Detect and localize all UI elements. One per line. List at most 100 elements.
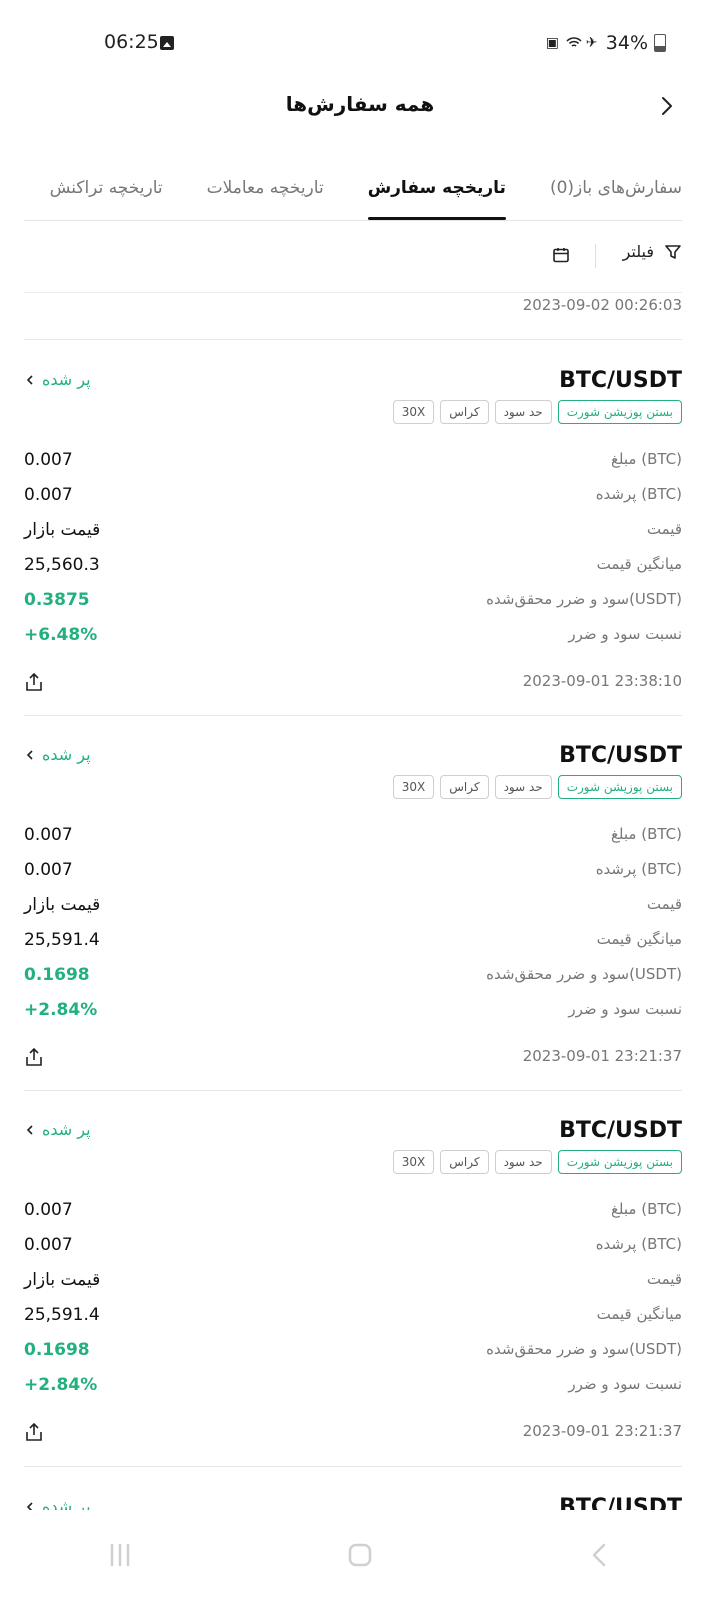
status-bar: 06:25 ▣ ✈ 34% bbox=[0, 0, 720, 86]
home-icon[interactable] bbox=[340, 1535, 380, 1575]
order-status-link[interactable]: پر شده bbox=[24, 1120, 91, 1139]
detail-row: میانگین قیمت 25,591.4 bbox=[24, 930, 682, 960]
detail-row: پرشده (BTC) 0.007 bbox=[24, 485, 682, 515]
page-title: همه سفارش‌ها bbox=[285, 92, 435, 116]
detail-value: 0.007 bbox=[24, 1235, 73, 1255]
detail-value: قیمت بازار bbox=[24, 895, 101, 915]
status-time: 06:25 bbox=[104, 31, 159, 53]
previous-order-time: 2023-09-02 00:26:03 bbox=[522, 296, 682, 314]
order-status: پر شده bbox=[42, 370, 91, 389]
detail-label: مبلغ (BTC) bbox=[610, 450, 682, 468]
detail-row: قیمت قیمت بازار bbox=[24, 895, 682, 925]
detail-label: نسبت سود و ضرر bbox=[568, 1375, 682, 1393]
recent-apps-icon[interactable] bbox=[100, 1535, 140, 1575]
order-time: 2023-09-01 23:21:37 bbox=[522, 1047, 682, 1065]
order-pair: BTC/USDT bbox=[559, 368, 682, 393]
detail-value: 25,560.3 bbox=[24, 555, 100, 575]
detail-row: مبلغ (BTC) 0.007 bbox=[24, 450, 682, 480]
detail-row: پرشده (BTC) 0.007 bbox=[24, 1235, 682, 1265]
order-time: 2023-09-01 23:21:37 bbox=[522, 1422, 682, 1440]
detail-value: قیمت بازار bbox=[24, 520, 101, 540]
badge-close-short: بستن پوزیشن شورت bbox=[557, 400, 682, 424]
filter-button[interactable]: فیلتر bbox=[623, 242, 682, 261]
detail-value: 0.007 bbox=[24, 485, 73, 505]
back-nav-icon[interactable] bbox=[580, 1535, 620, 1575]
order-badges: بستن پوزیشن شورت حد سود کراس 30X bbox=[392, 1150, 682, 1174]
badge-cross: کراس bbox=[440, 775, 489, 799]
detail-value: 25,591.4 bbox=[24, 1305, 100, 1325]
filter-divider bbox=[595, 244, 596, 268]
detail-label: مبلغ (BTC) bbox=[610, 825, 682, 843]
detail-value: 25,591.4 bbox=[24, 930, 100, 950]
badge-close-short: بستن پوزیشن شورت bbox=[557, 775, 682, 799]
order-tabs: سفارش‌های باز(0) تاریخچه سفارش تاریخچه م… bbox=[24, 162, 682, 220]
chevron-left-icon bbox=[26, 1501, 33, 1512]
list-separator bbox=[24, 715, 682, 716]
order-status: پر شده bbox=[42, 1120, 91, 1139]
share-icon[interactable] bbox=[24, 672, 44, 692]
detail-row: نسبت سود و ضرر +6.48% bbox=[24, 625, 682, 655]
detail-row: میانگین قیمت 25,591.4 bbox=[24, 1305, 682, 1335]
filter-divider-line bbox=[24, 292, 682, 293]
detail-label: قیمت bbox=[646, 895, 682, 913]
detail-value-pnl: 0.3875 bbox=[24, 590, 90, 610]
detail-label: میانگین قیمت bbox=[596, 1305, 682, 1323]
detail-value-pnl: 0.1698 bbox=[24, 965, 90, 985]
list-separator bbox=[24, 1466, 682, 1467]
detail-row: قیمت قیمت بازار bbox=[24, 520, 682, 550]
badge-leverage: 30X bbox=[392, 775, 435, 799]
detail-row: سود و ضرر محقق‌شده(USDT) 0.1698 bbox=[24, 1340, 682, 1370]
detail-row: میانگین قیمت 25,560.3 bbox=[24, 555, 682, 585]
calendar-icon[interactable] bbox=[552, 246, 570, 264]
tab-open-orders[interactable]: سفارش‌های باز(0) bbox=[549, 178, 682, 198]
detail-label: نسبت سود و ضرر bbox=[568, 625, 682, 643]
chevron-left-icon bbox=[26, 1124, 33, 1135]
status-right: ▣ ✈ 34% bbox=[546, 32, 666, 54]
order-pair: BTC/USDT bbox=[559, 1118, 682, 1143]
gallery-notification-icon bbox=[160, 36, 174, 50]
badge-leverage: 30X bbox=[392, 400, 435, 424]
share-icon[interactable] bbox=[24, 1422, 44, 1442]
order-badges: بستن پوزیشن شورت حد سود کراس 30X bbox=[392, 775, 682, 799]
chevron-right-icon[interactable] bbox=[654, 94, 678, 118]
detail-value-pnl-ratio: +2.84% bbox=[24, 1000, 98, 1020]
detail-label: پرشده (BTC) bbox=[595, 485, 682, 503]
order-status: پر شده bbox=[42, 745, 91, 764]
detail-value-pnl: 0.1698 bbox=[24, 1340, 90, 1360]
badge-cross: کراس bbox=[440, 400, 489, 424]
tab-trade-history[interactable]: تاریخچه معاملات bbox=[206, 178, 324, 198]
badge-cross: کراس bbox=[440, 1150, 489, 1174]
filter-label: فیلتر bbox=[622, 242, 654, 261]
detail-row: پرشده (BTC) 0.007 bbox=[24, 860, 682, 890]
order-status-link[interactable]: پر شده bbox=[24, 370, 91, 389]
order-status-link[interactable]: پر شده bbox=[24, 745, 91, 764]
detail-value: 0.007 bbox=[24, 450, 73, 470]
detail-row: مبلغ (BTC) 0.007 bbox=[24, 825, 682, 855]
detail-row: سود و ضرر محقق‌شده(USDT) 0.1698 bbox=[24, 965, 682, 995]
detail-row: قیمت قیمت بازار bbox=[24, 1270, 682, 1300]
tab-transaction-history[interactable]: تاریخچه تراکنش bbox=[49, 178, 163, 198]
detail-label: قیمت bbox=[646, 1270, 682, 1288]
chevron-left-icon bbox=[26, 374, 33, 385]
order-badges: بستن پوزیشن شورت حد سود کراس 30X bbox=[392, 400, 682, 424]
list-separator bbox=[24, 339, 682, 340]
share-icon[interactable] bbox=[24, 1047, 44, 1067]
detail-label: قیمت bbox=[646, 520, 682, 538]
tab-order-history[interactable]: تاریخچه سفارش bbox=[367, 162, 507, 220]
badge-take-profit: حد سود bbox=[494, 1150, 552, 1174]
badge-take-profit: حد سود bbox=[494, 775, 552, 799]
detail-value: 0.007 bbox=[24, 860, 73, 880]
battery-percentage: 34% bbox=[605, 32, 648, 54]
filter-bar: فیلتر bbox=[24, 232, 682, 278]
detail-row: نسبت سود و ضرر +2.84% bbox=[24, 1375, 682, 1405]
detail-label: میانگین قیمت bbox=[596, 930, 682, 948]
detail-label: سود و ضرر محقق‌شده(USDT) bbox=[486, 590, 682, 608]
detail-row: سود و ضرر محقق‌شده(USDT) 0.3875 bbox=[24, 590, 682, 620]
detail-value: 0.007 bbox=[24, 825, 73, 845]
detail-value-pnl-ratio: +6.48% bbox=[24, 625, 98, 645]
detail-label: سود و ضرر محقق‌شده(USDT) bbox=[486, 965, 682, 983]
detail-label: مبلغ (BTC) bbox=[610, 1200, 682, 1218]
airplane-mode-icon: ✈ bbox=[585, 35, 598, 51]
badge-close-short: بستن پوزیشن شورت bbox=[557, 1150, 682, 1174]
detail-value-pnl-ratio: +2.84% bbox=[24, 1375, 98, 1395]
